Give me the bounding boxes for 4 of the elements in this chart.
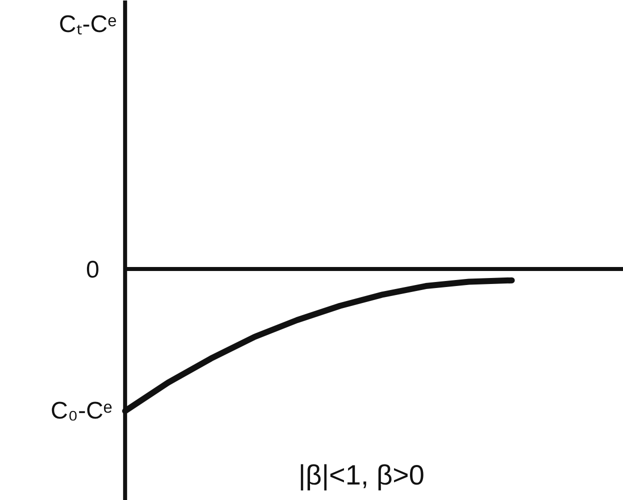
text: 0 bbox=[86, 256, 100, 284]
text: |β|<1, β>0 bbox=[298, 459, 424, 490]
text: Cₜ-Cᵉ bbox=[58, 11, 117, 38]
annotation: C₀-Cᵉ bbox=[50, 398, 112, 425]
